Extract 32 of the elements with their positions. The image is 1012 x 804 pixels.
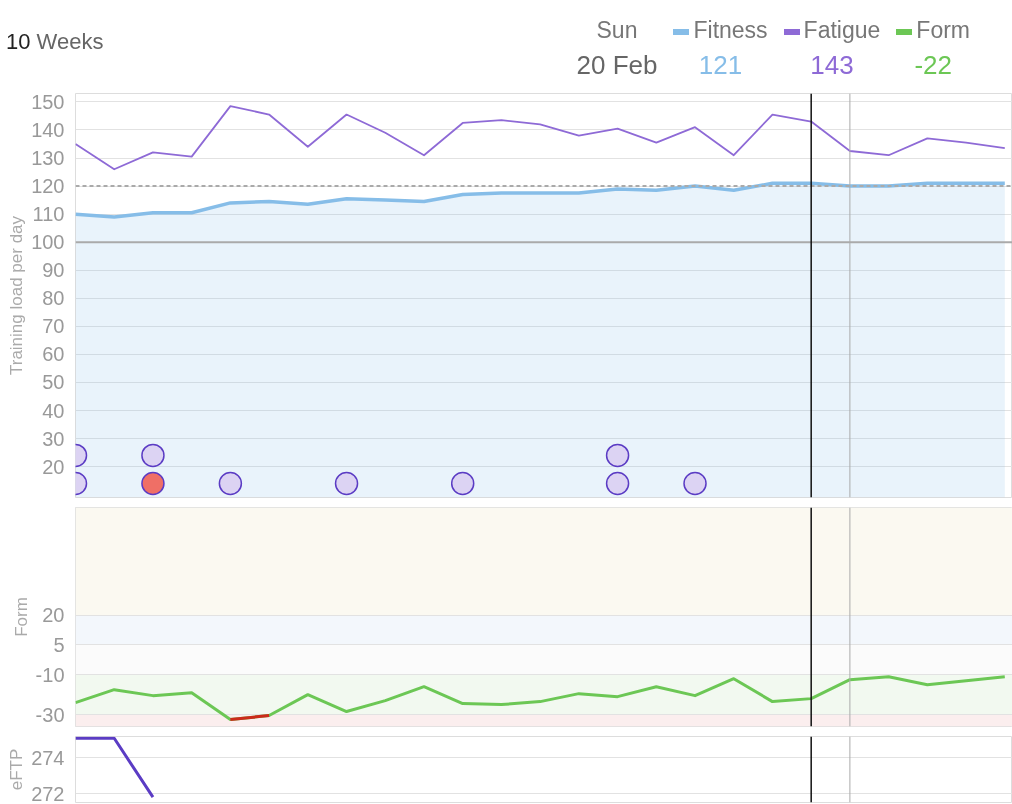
y-tick-label: 20 bbox=[42, 455, 65, 478]
y-tick-label: 40 bbox=[42, 399, 65, 422]
y-tick-label: 5 bbox=[53, 633, 65, 656]
y-tick-label: -30 bbox=[35, 703, 65, 726]
text: 20 Feb bbox=[576, 48, 658, 82]
y-axis-title: Training load per day bbox=[7, 215, 27, 376]
y-tick-label: 20 bbox=[42, 604, 65, 627]
y-tick-label: 90 bbox=[42, 259, 65, 282]
y-tick-label: 272 bbox=[31, 782, 65, 804]
legend-label: Fitness bbox=[692, 16, 768, 45]
y-tick-label: 130 bbox=[31, 147, 65, 170]
text: 10 Weeks bbox=[6, 28, 104, 56]
y-tick-label: 140 bbox=[31, 118, 65, 141]
y-tick-label: 30 bbox=[42, 427, 65, 450]
text: 143 bbox=[809, 48, 855, 82]
text: Sun bbox=[595, 16, 639, 45]
y-axis-title: Form bbox=[11, 597, 31, 637]
y-tick-label: -10 bbox=[35, 663, 65, 686]
y-tick-label: 110 bbox=[32, 203, 65, 226]
text: 121 bbox=[697, 48, 744, 82]
legend-label: Fatigue bbox=[802, 16, 881, 45]
legend-label: Form bbox=[915, 16, 970, 45]
y-tick-label: 70 bbox=[42, 315, 65, 338]
text: -22 bbox=[913, 48, 953, 82]
y-tick-label: 100 bbox=[31, 231, 65, 254]
y-tick-label: 80 bbox=[42, 287, 65, 310]
y-tick-label: 60 bbox=[42, 343, 65, 366]
y-tick-label: 50 bbox=[42, 371, 65, 394]
y-tick-label: 150 bbox=[31, 90, 65, 113]
y-tick-label: 274 bbox=[31, 746, 65, 769]
y-axis-title: eFTP bbox=[7, 748, 27, 791]
y-tick-label: 120 bbox=[31, 175, 65, 198]
